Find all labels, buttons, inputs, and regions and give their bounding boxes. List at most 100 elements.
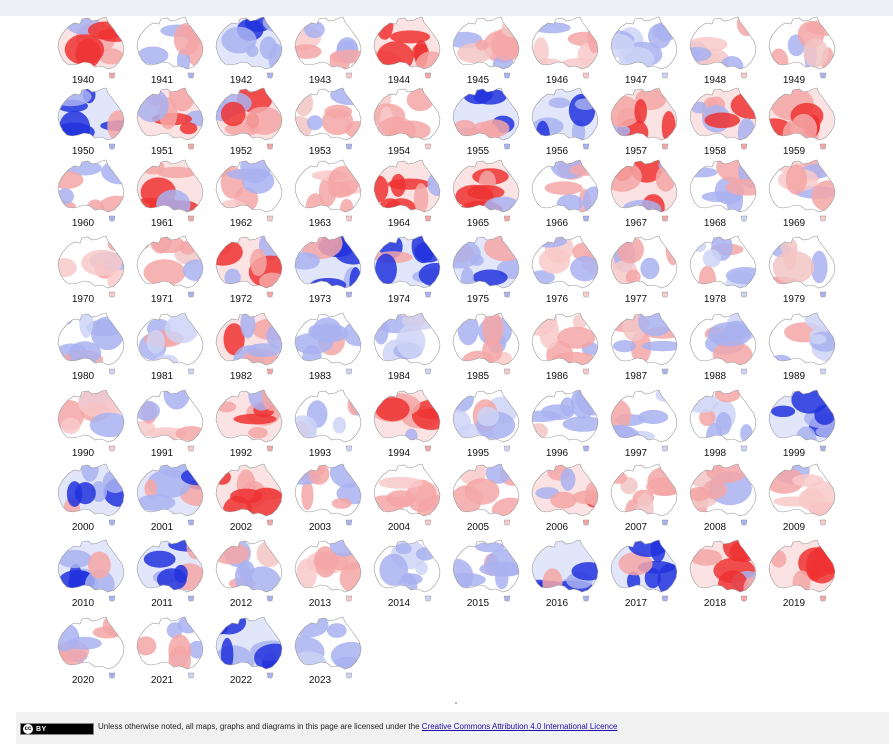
year-label: 2023	[308, 675, 332, 686]
map-1969: 1969	[765, 158, 845, 234]
australia-map	[57, 463, 125, 526]
license-statement: Unless otherwise noted, all maps, graphs…	[98, 722, 422, 731]
australia-map	[294, 389, 362, 452]
year-label: 1997	[624, 448, 648, 459]
year-label: 1998	[703, 448, 727, 459]
australia-map	[610, 463, 678, 526]
cc-by-badge[interactable]: cc BY	[20, 723, 94, 735]
year-label: 1957	[624, 146, 648, 157]
year-label: 1968	[703, 218, 727, 229]
australia-map	[215, 16, 283, 79]
year-label: 1990	[71, 448, 95, 459]
australia-map	[215, 159, 283, 222]
year-label: 2006	[545, 522, 569, 533]
map-1982: 1982	[212, 311, 292, 387]
map-1986: 1986	[528, 311, 608, 387]
australia-map	[57, 389, 125, 452]
australia-map	[57, 235, 125, 298]
year-label: 1952	[229, 146, 253, 157]
year-label: 2019	[782, 598, 806, 609]
australia-map	[452, 312, 520, 375]
map-1997: 1997	[607, 388, 687, 464]
map-1951: 1951	[133, 86, 213, 162]
year-label: 2007	[624, 522, 648, 533]
year-label: 1949	[782, 75, 806, 86]
map-1996: 1996	[528, 388, 608, 464]
australia-map	[215, 312, 283, 375]
australia-map	[373, 235, 441, 298]
year-label: 1940	[71, 75, 95, 86]
year-label: 1991	[150, 448, 174, 459]
australia-map	[452, 463, 520, 526]
map-1952: 1952	[212, 86, 292, 162]
map-1963: 1963	[291, 158, 371, 234]
map-2021: 2021	[133, 615, 213, 691]
australia-map	[531, 312, 599, 375]
map-2004: 2004	[370, 462, 450, 538]
year-label: 1987	[624, 371, 648, 382]
year-label: 1947	[624, 75, 648, 86]
map-2018: 2018	[686, 538, 766, 614]
map-1958: 1958	[686, 86, 766, 162]
year-label: 2018	[703, 598, 727, 609]
map-1979: 1979	[765, 234, 845, 310]
australia-map	[373, 389, 441, 452]
australia-map	[610, 312, 678, 375]
map-1993: 1993	[291, 388, 371, 464]
map-1964: 1964	[370, 158, 450, 234]
year-label: 1955	[466, 146, 490, 157]
year-label: 1946	[545, 75, 569, 86]
map-1971: 1971	[133, 234, 213, 310]
year-label: 1973	[308, 294, 332, 305]
year-label: 1956	[545, 146, 569, 157]
map-1995: 1995	[449, 388, 529, 464]
australia-map	[294, 159, 362, 222]
australia-map	[136, 87, 204, 150]
year-label: 2000	[71, 522, 95, 533]
year-label: 1961	[150, 218, 174, 229]
year-label: 1972	[229, 294, 253, 305]
map-1944: 1944	[370, 15, 450, 91]
year-label: 1977	[624, 294, 648, 305]
year-label: 1994	[387, 448, 411, 459]
map-1942: 1942	[212, 15, 292, 91]
year-label: 1943	[308, 75, 332, 86]
map-1999: 1999	[765, 388, 845, 464]
map-2013: 2013	[291, 538, 371, 614]
year-label: 1999	[782, 448, 806, 459]
map-1956: 1956	[528, 86, 608, 162]
year-label: 2001	[150, 522, 174, 533]
australia-map	[294, 87, 362, 150]
map-1978: 1978	[686, 234, 766, 310]
year-label: 2004	[387, 522, 411, 533]
year-label: 1964	[387, 218, 411, 229]
year-label: 2021	[150, 675, 174, 686]
year-label: 2013	[308, 598, 332, 609]
australia-map	[294, 616, 362, 679]
australia-map	[215, 539, 283, 602]
map-2006: 2006	[528, 462, 608, 538]
year-label: 1995	[466, 448, 490, 459]
year-label: 1962	[229, 218, 253, 229]
map-1955: 1955	[449, 86, 529, 162]
year-label: 2011	[151, 598, 173, 609]
australia-map	[294, 463, 362, 526]
map-2023: 2023	[291, 615, 371, 691]
map-1977: 1977	[607, 234, 687, 310]
map-2007: 2007	[607, 462, 687, 538]
australia-map	[215, 463, 283, 526]
year-label: 1974	[387, 294, 411, 305]
year-label: 1960	[71, 218, 95, 229]
australia-map	[610, 87, 678, 150]
map-1989: 1989	[765, 311, 845, 387]
australia-map	[57, 616, 125, 679]
year-label: 1953	[308, 146, 332, 157]
australia-map	[768, 87, 836, 150]
map-1990: 1990	[54, 388, 134, 464]
year-label: 2010	[71, 598, 95, 609]
year-label: 2009	[782, 522, 806, 533]
australia-map	[215, 235, 283, 298]
year-label: 1986	[545, 371, 569, 382]
map-1987: 1987	[607, 311, 687, 387]
license-link[interactable]: Creative Commons Attribution 4.0 Interna…	[421, 722, 618, 731]
